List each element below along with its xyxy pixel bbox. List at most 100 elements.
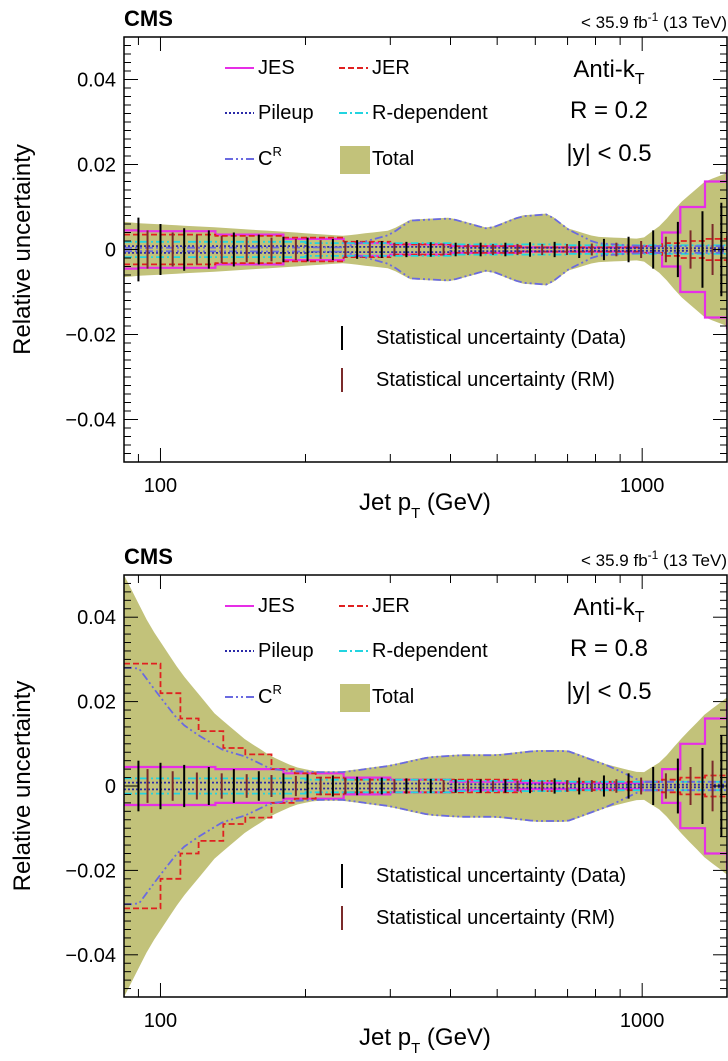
legend-label-sup: R bbox=[272, 682, 281, 697]
legend-label: CR bbox=[258, 682, 282, 708]
y-tick-label: −0.04 bbox=[65, 945, 116, 967]
legend-label-text: Pileup bbox=[258, 640, 314, 662]
y-tick-label: −0.02 bbox=[65, 860, 116, 882]
luminosity-label: < 35.9 fb-1 (13 TeV) bbox=[581, 10, 727, 32]
y-axis-label: Relative uncertainty bbox=[9, 681, 36, 892]
legend-label: Total bbox=[372, 686, 414, 708]
stat-legend-label: Statistical uncertainty (Data) bbox=[376, 327, 626, 349]
legend-label-sup: R bbox=[272, 144, 281, 159]
x-label-sub: T bbox=[411, 505, 420, 522]
legend-swatch-total bbox=[340, 146, 370, 174]
legend-entry-total: Total bbox=[340, 146, 414, 174]
legend-label: Pileup bbox=[258, 640, 314, 662]
pileup-line-down bbox=[124, 249, 727, 254]
x-label-suffix: (GeV) bbox=[420, 1024, 491, 1051]
jer-line-up bbox=[124, 662, 727, 783]
y-tick-label: 0 bbox=[105, 776, 116, 798]
lumi-sup: -1 bbox=[648, 10, 659, 24]
jet-radius-label: R = 0.8 bbox=[570, 635, 648, 662]
x-tick-label: 1000 bbox=[620, 475, 665, 497]
pileup-line-up bbox=[124, 781, 727, 786]
jet-radius-label: R = 0.2 bbox=[570, 97, 648, 124]
lumi-prefix: < 35.9 fb bbox=[581, 13, 648, 32]
y-tick-label: 0.02 bbox=[77, 692, 116, 714]
jes-line-up bbox=[124, 702, 727, 785]
y-axis-label: Relative uncertainty bbox=[9, 144, 36, 355]
legend-swatch-total bbox=[340, 684, 370, 712]
legend-label-text: C bbox=[258, 148, 272, 170]
panel-2: 0.04 0.02 0 −0.02 −0.04 100 1000 CMS < 35.9 fb-1… bbox=[9, 544, 728, 1057]
y-tick-label: −0.04 bbox=[65, 410, 116, 432]
legend-label: JER bbox=[372, 57, 410, 79]
legend-label-text: JER bbox=[372, 57, 410, 79]
jer-line-down bbox=[124, 789, 727, 910]
stat-legend-entry: Statistical uncertainty (Data) bbox=[341, 326, 626, 350]
legend-entry-pileup: Pileup bbox=[225, 102, 314, 124]
x-label-main: Jet p bbox=[359, 1024, 411, 1051]
legend-label-text: JER bbox=[372, 595, 410, 617]
legend-entry-jer: JER bbox=[339, 595, 410, 617]
x-tick-label: 100 bbox=[144, 475, 177, 497]
stat-legend-label: Statistical uncertainty (RM) bbox=[376, 369, 615, 391]
stat-legend-entry: Statistical uncertainty (RM) bbox=[341, 368, 615, 392]
legend-label: Pileup bbox=[258, 102, 314, 124]
legend-entry-jes: JES bbox=[225, 57, 295, 79]
cr-line-up bbox=[124, 213, 727, 249]
cr-line-down bbox=[124, 789, 727, 906]
jet-algorithm-label: Anti-kT bbox=[573, 594, 644, 626]
x-axis-label: Jet pT (GeV) bbox=[359, 489, 491, 522]
legend-label-text: JES bbox=[258, 595, 295, 617]
experiment-label: CMS bbox=[124, 544, 173, 569]
legend-label-text: R-dependent bbox=[372, 640, 488, 662]
x-label-sub: T bbox=[411, 1040, 420, 1057]
legend-entry-total: Total bbox=[340, 684, 414, 712]
rapidity-label: |y| < 0.5 bbox=[566, 140, 651, 167]
total-uncertainty-band bbox=[124, 173, 727, 326]
jet-algorithm-label: Anti-kT bbox=[573, 56, 644, 88]
stat-legend-label: Statistical uncertainty (Data) bbox=[376, 865, 626, 887]
panel-1: 0.04 0.02 0 −0.02 −0.04 100 1000 CMS < 35.9 fb-1… bbox=[9, 6, 728, 522]
pileup-line-up bbox=[124, 245, 727, 250]
legend-entry-jer: JER bbox=[339, 57, 410, 79]
plot-area bbox=[124, 169, 727, 330]
lumi-sup: -1 bbox=[648, 548, 659, 562]
algo-text: Anti-k bbox=[573, 594, 635, 621]
experiment-label: CMS bbox=[124, 6, 173, 31]
r-dependent-line-down bbox=[124, 789, 727, 795]
legend-label: JES bbox=[258, 57, 295, 79]
y-tick-label: 0.02 bbox=[77, 155, 116, 177]
legend-label: CR bbox=[258, 144, 282, 170]
lumi-suffix: (13 TeV) bbox=[658, 13, 727, 32]
legend-label-text: Total bbox=[372, 148, 414, 170]
luminosity-label: < 35.9 fb-1 (13 TeV) bbox=[581, 548, 727, 570]
y-tick-label: 0.04 bbox=[77, 607, 116, 629]
cr-line-up bbox=[124, 666, 727, 783]
x-axis-label: Jet pT (GeV) bbox=[359, 1024, 491, 1057]
x-tick-label: 100 bbox=[144, 1010, 177, 1032]
y-tick-label: 0.04 bbox=[77, 70, 116, 92]
legend-entry-r-dependent: R-dependent bbox=[339, 640, 488, 662]
legend-entry-c: CR bbox=[225, 682, 282, 708]
algo-sub: T bbox=[635, 71, 645, 88]
jes-line-down bbox=[124, 787, 727, 870]
x-label-suffix: (GeV) bbox=[420, 489, 491, 516]
lumi-suffix: (13 TeV) bbox=[658, 551, 727, 570]
legend-entry-r-dependent: R-dependent bbox=[339, 102, 488, 124]
plot-area bbox=[124, 575, 727, 997]
legend-entry-jes: JES bbox=[225, 595, 295, 617]
y-tick-label: 0 bbox=[105, 240, 116, 262]
pileup-line-down bbox=[124, 786, 727, 791]
legend-label-text: C bbox=[258, 686, 272, 708]
legend-label-text: Pileup bbox=[258, 102, 314, 124]
x-tick-label: 1000 bbox=[620, 1010, 665, 1032]
legend-label-text: Total bbox=[372, 686, 414, 708]
algo-text: Anti-k bbox=[573, 56, 635, 83]
rapidity-label: |y| < 0.5 bbox=[566, 678, 651, 705]
algo-sub: T bbox=[635, 609, 645, 626]
stat-legend-label: Statistical uncertainty (RM) bbox=[376, 907, 615, 929]
legend-label: Total bbox=[372, 148, 414, 170]
r-dependent-line-up bbox=[124, 240, 727, 247]
lumi-prefix: < 35.9 fb bbox=[581, 551, 648, 570]
legend-label: JES bbox=[258, 595, 295, 617]
